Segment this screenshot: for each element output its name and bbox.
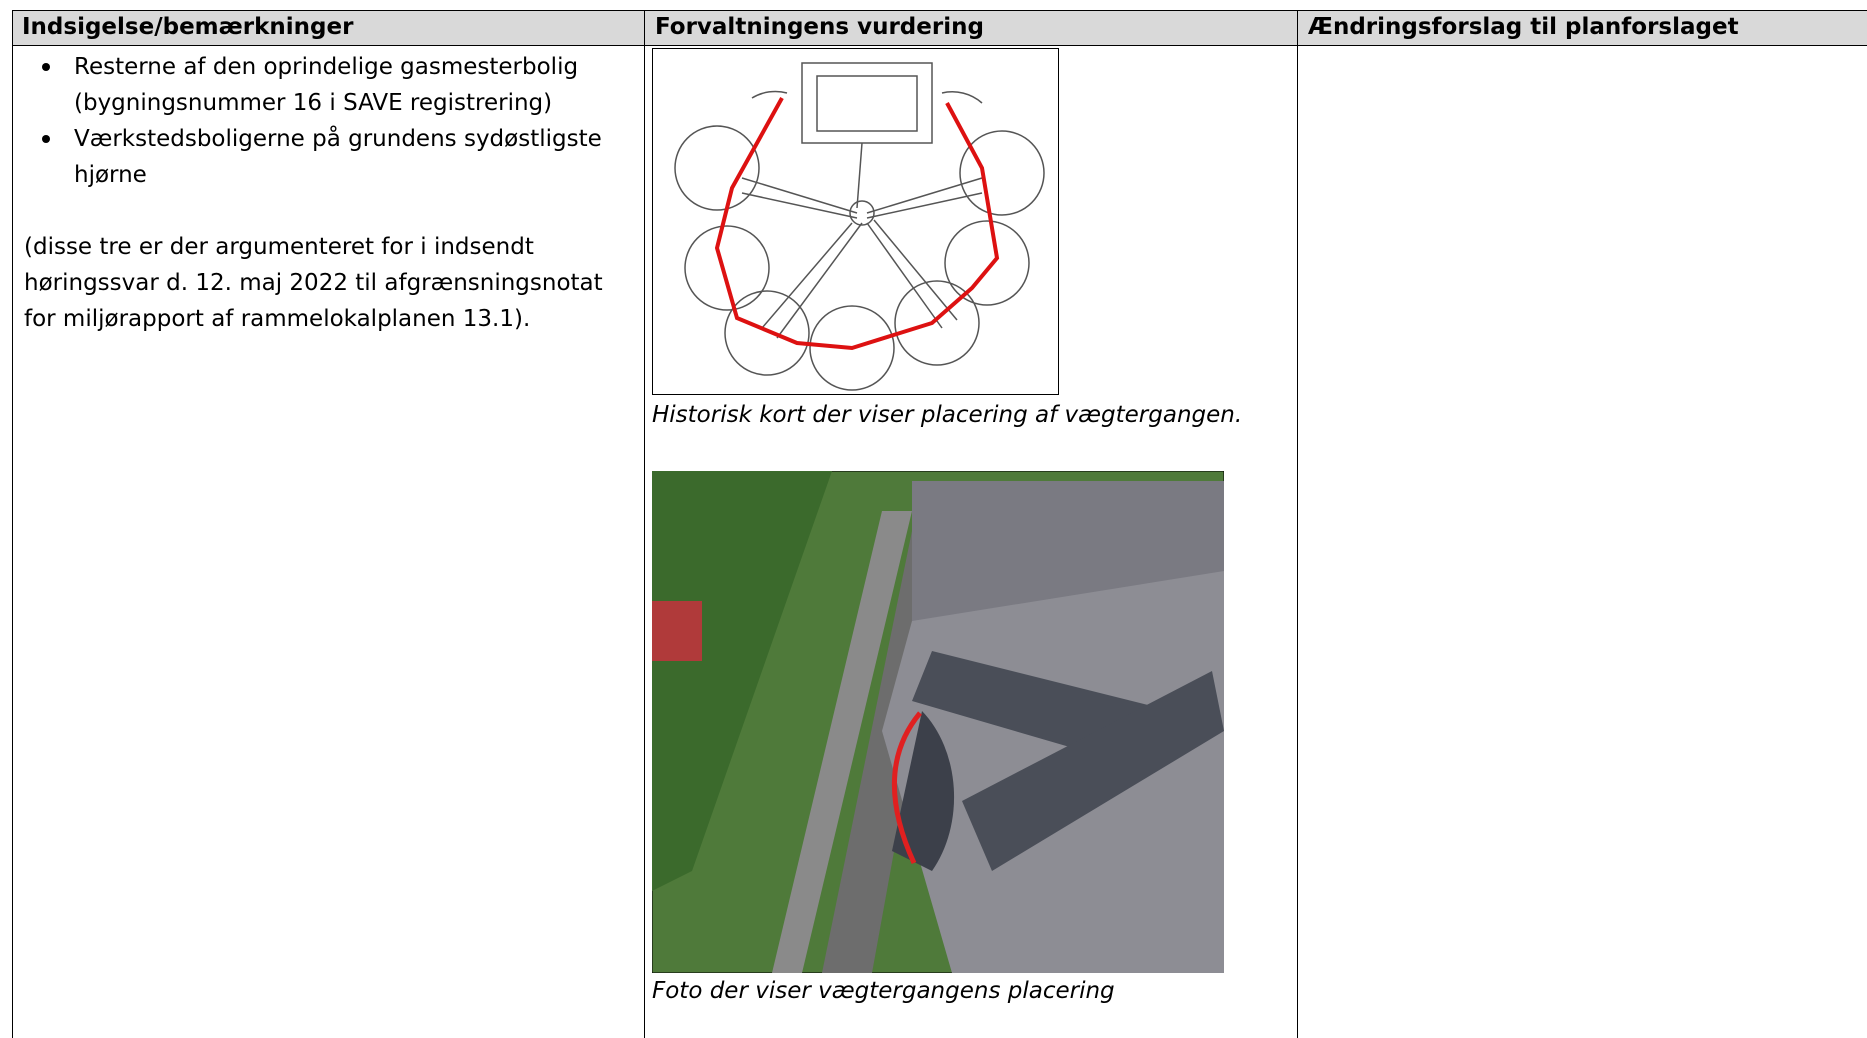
header-cell: Ændringsforslag til planforslaget [1298,10,1867,45]
header-cell: Indsigelse/bemærkninger [12,10,644,45]
table-border [12,45,1867,46]
figure-caption: Foto der viser vægtergangens placering [652,978,1115,1004]
bullet-list: Resterne af den oprindelige gasmesterbol… [24,49,634,193]
table-border [1297,10,1298,1038]
paragraph: (disse tre er der argumenteret for i ind… [24,234,603,332]
historic-map [652,48,1059,395]
bullet-item: Resterne af den oprindelige gasmesterbol… [24,49,634,121]
table-border [12,10,13,1038]
objection-cell: Resterne af den oprindelige gasmesterbol… [24,49,634,337]
aerial-photo [652,471,1224,973]
bullet-item: Værkstedsboligerne på grundens sydøstlig… [24,121,634,193]
table-border [644,10,645,1038]
header-cell: Forvaltningens vurdering [645,10,1297,45]
figure-caption: Historisk kort der viser placering af væ… [652,402,1243,428]
table-border [12,10,1867,11]
